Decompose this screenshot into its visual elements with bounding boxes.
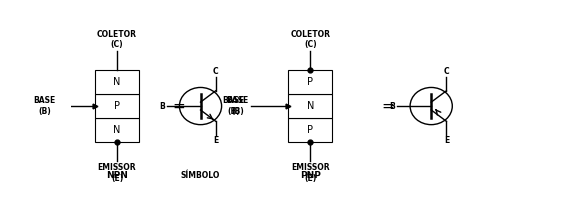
Text: BASE
(B): BASE (B) (227, 96, 249, 116)
Text: SÍMBOLO: SÍMBOLO (181, 171, 220, 180)
Text: N: N (113, 77, 121, 87)
Text: BASE
(B): BASE (B) (222, 96, 245, 116)
Text: P: P (307, 125, 314, 135)
Text: COLETOR
(C): COLETOR (C) (290, 30, 331, 49)
Text: EMISSOR
(E): EMISSOR (E) (98, 163, 136, 183)
Text: C: C (213, 67, 218, 76)
Bar (289, 118, 332, 142)
Text: EMISSOR
(E): EMISSOR (E) (291, 163, 329, 183)
Bar (289, 94, 332, 118)
Bar (289, 71, 332, 94)
Bar (95, 94, 139, 118)
Text: N: N (307, 101, 314, 111)
Text: P: P (307, 77, 314, 87)
Text: E: E (213, 136, 218, 145)
Bar (95, 118, 139, 142)
Text: B: B (159, 102, 164, 110)
Text: BASE
(B): BASE (B) (33, 96, 56, 116)
Text: =: = (172, 98, 185, 114)
Text: C: C (443, 67, 449, 76)
Text: PNP: PNP (300, 171, 321, 180)
Text: COLETOR
(C): COLETOR (C) (97, 30, 137, 49)
Text: N: N (113, 125, 121, 135)
Text: P: P (114, 101, 120, 111)
Bar (95, 71, 139, 94)
Text: NPN: NPN (106, 171, 128, 180)
Text: E: E (444, 136, 449, 145)
Text: =: = (381, 98, 393, 114)
Text: B: B (390, 102, 395, 110)
